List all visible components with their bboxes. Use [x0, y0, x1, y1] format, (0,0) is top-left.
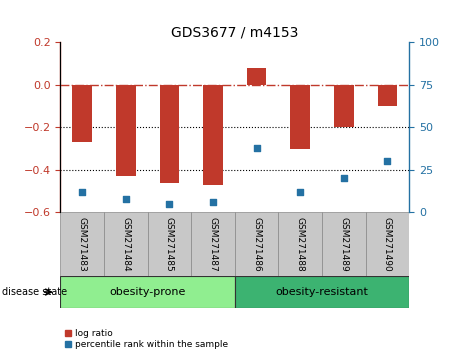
Bar [291, 85, 310, 149]
Text: GSM271483: GSM271483 [78, 217, 87, 272]
Text: GSM271484: GSM271484 [121, 217, 130, 272]
Point [79, 189, 86, 195]
Bar [60, 276, 235, 308]
Point [122, 196, 130, 202]
Bar [116, 85, 136, 176]
Legend: log ratio, percentile rank within the sample: log ratio, percentile rank within the sa… [65, 329, 228, 349]
Text: GSM271488: GSM271488 [296, 217, 305, 272]
Point [209, 199, 217, 205]
Text: GSM271487: GSM271487 [208, 217, 218, 272]
Text: obesity-prone: obesity-prone [109, 287, 186, 297]
Bar [235, 276, 409, 308]
Bar [334, 85, 353, 127]
Title: GDS3677 / m4153: GDS3677 / m4153 [171, 26, 299, 40]
Bar [322, 212, 365, 276]
Point [384, 159, 391, 164]
Point [340, 176, 347, 181]
Text: GSM271486: GSM271486 [252, 217, 261, 272]
Bar [60, 212, 104, 276]
Text: GSM271489: GSM271489 [339, 217, 348, 272]
Bar [104, 212, 147, 276]
Bar [279, 212, 322, 276]
Bar [235, 212, 279, 276]
Bar [148, 212, 191, 276]
Bar [73, 85, 92, 142]
Bar [159, 85, 179, 183]
Bar [191, 212, 235, 276]
Point [297, 189, 304, 195]
Point [253, 145, 260, 151]
Bar [365, 212, 409, 276]
Text: GSM271490: GSM271490 [383, 217, 392, 272]
Point [166, 201, 173, 207]
Bar [203, 85, 223, 185]
Bar [378, 85, 397, 106]
Text: obesity-resistant: obesity-resistant [276, 287, 368, 297]
Text: disease state: disease state [2, 287, 67, 297]
Text: GSM271485: GSM271485 [165, 217, 174, 272]
Bar [247, 68, 266, 85]
